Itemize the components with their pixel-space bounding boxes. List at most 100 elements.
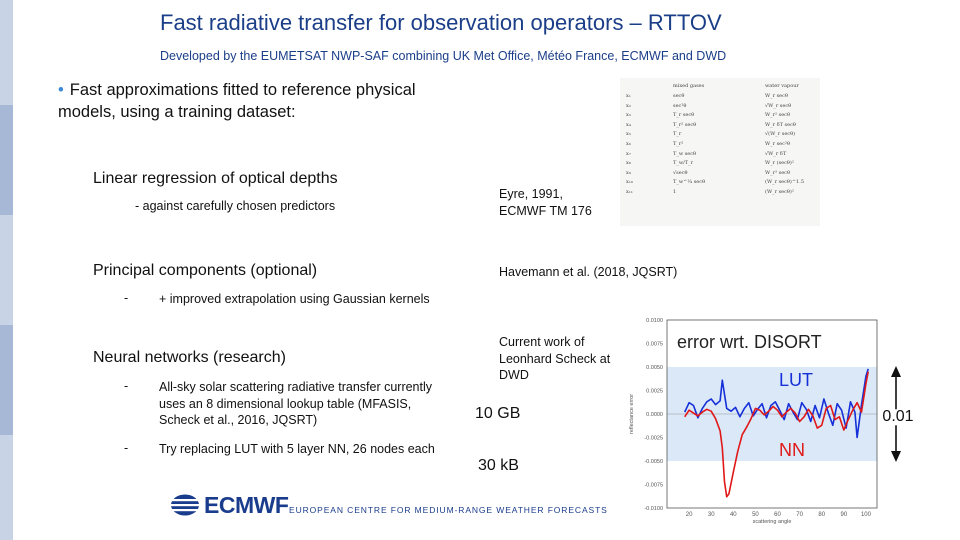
predictor-mixed-gases-10: T_w^¼ secθ [673, 179, 706, 186]
y-tick-label-1: 0.0075 [646, 342, 663, 348]
chart-title: error wrt. DISORT [677, 332, 822, 352]
predictor-index-4: x₄ [626, 121, 631, 128]
scheck-reference-line-3: DWD [499, 368, 529, 382]
nn-item1-line-1: All-sky solar scattering radiative trans… [159, 380, 433, 394]
y-tick-label-8: -0.0100 [644, 506, 663, 512]
y-tick-label-7: -0.0075 [644, 483, 663, 489]
slide-title: Fast radiative transfer for observation … [160, 10, 722, 35]
pca-heading: Principal components (optional) [93, 262, 318, 279]
ecmwf-logo: ECMWF [170, 491, 289, 518]
predictor-index-10: x₁₀ [626, 179, 633, 186]
legend-label-lut: LUT [779, 370, 813, 390]
footer-organisation: EUROPEAN CENTRE FOR MEDIUM-RANGE WEATHER… [289, 505, 608, 515]
predictor-table-water-vapour-header: water vapour [765, 83, 799, 89]
predictor-mixed-gases-5: T_r [673, 131, 682, 138]
error-chart-svg: 0.0100 0.0075 0.0050 0.0025 0.0000 -0.0025 -0.… [629, 318, 914, 525]
nn-item2: Try replacing LUT with 5 layer NN, 26 no… [159, 442, 435, 456]
predictor-water-vapour-8: W_r (secθ)² [765, 160, 794, 167]
x-axis-label: scattering angle [753, 519, 792, 525]
y-tick-label-3: 0.0025 [646, 389, 663, 395]
series-line-lut [683, 368, 869, 439]
predictor-mixed-gases-7: T_w secθ [673, 150, 697, 157]
predictor-index-7: x₇ [626, 150, 631, 157]
predictor-mixed-gases-8: T_w/T_r [673, 160, 694, 167]
y-tick-label-5: -0.0025 [644, 436, 663, 442]
predictor-index-6: x₆ [626, 140, 631, 147]
linear-regression-detail: - against carefully chosen predictors [135, 199, 336, 213]
predictor-table-water-vapour-column: W_r secθ √W_r secθ W_r² secθ W_r δT secθ √(W… [765, 92, 804, 198]
x-tick-label-2: 40 [730, 512, 737, 518]
x-tick-label-1: 30 [708, 512, 715, 518]
linear-regression-heading: Linear regression of optical depths [93, 170, 338, 187]
x-tick-label-7: 90 [840, 512, 847, 518]
havemann-reference: Havemann et al. (2018, JQSRT) [499, 265, 678, 279]
eyre-reference-line-2: ECMWF TM 176 [499, 203, 592, 218]
nn-size-label: 30 kB [478, 457, 519, 474]
x-tick-label-3: 50 [752, 512, 759, 518]
predictor-mixed-gases-4: T_r² secθ [673, 121, 697, 128]
y-tick-label-4: 0.0000 [646, 412, 663, 418]
y-tick-label-2: 0.0050 [646, 365, 663, 371]
predictor-water-vapour-5: √(W_r secθ) [765, 131, 796, 138]
ecmwf-globe-icon [170, 494, 200, 516]
x-tick-label-0: 20 [686, 512, 693, 518]
left-decorative-band [0, 0, 13, 540]
series-line-nn [684, 371, 869, 498]
range-annotation-label: 0.01 [882, 408, 913, 425]
nn-heading: Neural networks (research) [93, 349, 286, 366]
predictor-table-image: x₁ x₂ x₃ x₄ x₅ x₆ x₇ x₈ x₉ x₁₀ x₁₁ mixed gases sec… [620, 78, 820, 226]
predictor-index-2: x₂ [626, 102, 631, 109]
predictor-mixed-gases-1: secθ [673, 93, 685, 99]
predictor-water-vapour-10: (W_r secθ)^1.5 [765, 179, 804, 186]
intro-bullet-line-1: • Fast approximations fitted to reference… [58, 81, 416, 100]
x-tick-label-6: 80 [818, 512, 825, 518]
predictor-table-index-column: x₁ x₂ x₃ x₄ x₅ x₆ x₇ x₈ x₉ x₁₀ x₁₁ [626, 92, 633, 198]
predictor-mixed-gases-3: T_r secθ [673, 112, 695, 119]
predictor-water-vapour-11: (W_r secθ)² [765, 188, 794, 195]
predictor-water-vapour-7: √W_r δT [765, 150, 787, 157]
predictor-water-vapour-9: W_r³ secθ [765, 169, 790, 176]
predictor-water-vapour-6: W_r sec²θ [765, 140, 790, 147]
predictor-index-3: x₃ [626, 112, 631, 119]
eyre-reference-line-1: Eyre, 1991, [499, 187, 563, 201]
nn-item1-line-3: Scheck et al., 2016, JQSRT) [159, 413, 318, 427]
ecmwf-logo-text: ECMWF [204, 491, 289, 518]
predictor-mixed-gases-9: √secθ [673, 169, 688, 176]
intro-text-1: Fast approximations fitted to reference … [69, 81, 416, 99]
nn-item2-dash: - [124, 441, 129, 455]
scheck-reference-line-1: Current work of [499, 335, 585, 349]
nn-item1: All-sky solar scattering radiative trans… [159, 379, 432, 429]
predictor-mixed-gases-2: sec²θ [673, 102, 687, 109]
plot-frame [666, 319, 878, 509]
predictor-index-8: x₈ [626, 160, 631, 167]
nn-item1-line-2: uses an 8 dimensional lookup table (MFAS… [159, 396, 412, 411]
predictor-water-vapour-3: W_r² secθ [765, 112, 790, 119]
predictor-index-9: x₉ [626, 169, 631, 176]
predictor-water-vapour-2: √W_r secθ [765, 102, 792, 109]
x-tick-label-5: 70 [796, 512, 803, 518]
y-tick-label-0: 0.0100 [646, 318, 663, 324]
pca-dash: - [124, 291, 129, 305]
predictor-water-vapour-1: W_r secθ [765, 93, 788, 99]
predictor-index-1: x₁ [626, 93, 631, 99]
y-axis-label: reflectance error [629, 394, 635, 434]
predictor-table-mixed-gases-header: mixed gases [673, 83, 705, 89]
slide-subtitle: Developed by the EUMETSAT NWP-SAF combin… [160, 49, 727, 63]
predictor-water-vapour-4: W_r δT secθ [765, 121, 796, 128]
intro-bullet-line-2: models, using a training dataset: [58, 103, 296, 121]
x-tick-label-4: 60 [774, 512, 781, 518]
predictor-table-mixed-gases-column: secθ sec²θ T_r secθ T_r² secθ T_r T_r² T_w sec… [673, 92, 705, 198]
predictor-index-5: x₅ [626, 131, 631, 138]
range-arrow-down-head [891, 451, 901, 462]
predictor-index-11: x₁₁ [626, 188, 633, 195]
pca-detail: + improved extrapolation using Gaussian … [159, 292, 430, 306]
nn-item1-dash: - [124, 379, 129, 393]
bullet-icon: • [58, 81, 64, 99]
legend-label-nn: NN [779, 440, 805, 460]
lut-size-label: 10 GB [475, 405, 521, 422]
predictor-mixed-gases-11: 1 [673, 188, 677, 195]
predictor-mixed-gases-6: T_r² [673, 140, 684, 147]
scheck-reference-line-2: Leonhard Scheck at [499, 351, 611, 366]
range-arrow-up-head [891, 366, 901, 377]
scheck-reference: Current work of Leonhard Scheck at DWD [499, 334, 610, 384]
